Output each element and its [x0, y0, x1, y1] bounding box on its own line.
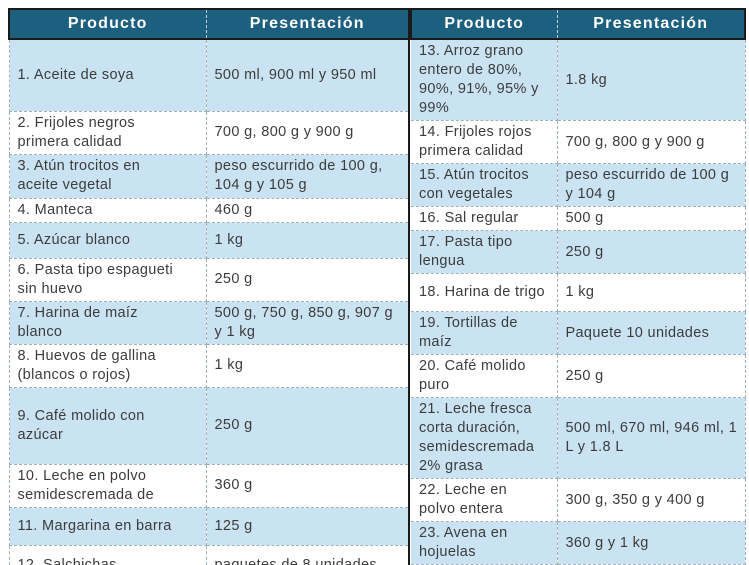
table-row: 6. Pasta tipo espagueti sin huevo 250 g: [8, 257, 410, 302]
producto-cell: 8. Huevos de gallina (blancos o rojos): [8, 343, 207, 388]
producto-cell: 10. Leche en polvo semidescremada de: [8, 463, 207, 508]
producto-cell: 11. Margarina en barra: [8, 506, 207, 546]
presentacion-cell: 360 g y 1 kg: [556, 521, 746, 565]
presentacion-cell: 250 g: [205, 257, 410, 302]
producto-cell: 23. Avena en hojuelas: [411, 521, 558, 565]
presentacion-cell: 250 g: [205, 386, 410, 465]
header-producto-right: Producto: [410, 8, 558, 40]
header-presentacion-left: Presentación: [205, 8, 410, 40]
tables-container: Producto Presentación 1. Aceite de soya …: [8, 8, 746, 565]
producto-cell: 17. Pasta tipo lengua: [411, 230, 558, 274]
presentacion-cell: peso escurrido de 100 g y 104 g: [556, 163, 746, 207]
table-row: 22. Leche en polvo entera 300 g, 350 g y…: [411, 478, 746, 522]
presentacion-cell: 700 g, 800 g y 900 g: [205, 110, 410, 155]
table-row: 9. Café molido con azúcar 250 g: [8, 386, 410, 465]
presentacion-cell: Paquete 10 unidades: [556, 311, 746, 355]
header-row: Producto Presentación: [410, 8, 746, 40]
presentacion-cell: 500 g: [556, 206, 746, 231]
table-row: 20. Café molido puro 250 g: [411, 354, 746, 398]
producto-cell: 5. Azúcar blanco: [8, 221, 207, 259]
table-row: 16. Sal regular 500 g: [411, 206, 746, 231]
presentacion-cell: 300 g, 350 g y 400 g: [556, 478, 746, 522]
presentacion-cell: 700 g, 800 g y 900 g: [556, 120, 746, 164]
producto-cell: 16. Sal regular: [411, 206, 558, 231]
presentacion-cell: 125 g: [205, 506, 410, 546]
table-row: 21. Leche fresca corta duración, semides…: [411, 397, 746, 479]
product-table-right: Producto Presentación 13. Arroz grano en…: [410, 8, 746, 565]
presentacion-cell: 500 ml, 900 ml y 950 ml: [205, 38, 410, 112]
presentacion-cell: peso escurrido de 100 g, 104 g y 105 g: [205, 153, 410, 199]
producto-cell: 14. Frijoles rojos primera calidad: [411, 120, 558, 164]
table-row: 15. Atún trocitos con vegetales peso esc…: [411, 163, 746, 207]
presentacion-cell: 500 g, 750 g, 850 g, 907 g y 1 kg: [205, 300, 410, 345]
table-row: 5. Azúcar blanco 1 kg: [8, 221, 410, 259]
table-row: 3. Atún trocitos en aceite vegetal peso …: [8, 153, 410, 199]
presentacion-cell: 360 g: [205, 463, 410, 508]
table-row: 8. Huevos de gallina (blancos o rojos) 1…: [8, 343, 410, 388]
producto-cell: 13. Arroz grano entero de 80%, 90%, 91%,…: [411, 38, 558, 121]
table-row: 13. Arroz grano entero de 80%, 90%, 91%,…: [411, 38, 746, 121]
producto-cell: 12. Salchichas: [8, 544, 207, 565]
presentacion-cell: 250 g: [556, 230, 746, 274]
presentacion-cell: 1.8 kg: [556, 38, 746, 121]
presentacion-cell: paquetes de 8 unidades: [205, 544, 410, 565]
producto-cell: 21. Leche fresca corta duración, semides…: [411, 397, 558, 479]
presentacion-cell: 1 kg: [205, 221, 410, 259]
header-row: Producto Presentación: [8, 8, 410, 40]
producto-cell: 6. Pasta tipo espagueti sin huevo: [8, 257, 207, 302]
table-row: 2. Frijoles negros primera calidad 700 g…: [8, 110, 410, 155]
presentacion-cell: 250 g: [556, 354, 746, 398]
table-row: 18. Harina de trigo 1 kg: [411, 273, 746, 312]
table-row: 19. Tortillas de maíz Paquete 10 unidade…: [411, 311, 746, 355]
table-row: 10. Leche en polvo semidescremada de 360…: [8, 463, 410, 508]
producto-cell: 4. Manteca: [8, 197, 207, 223]
table-row: 11. Margarina en barra 125 g: [8, 506, 410, 546]
header-producto-left: Producto: [8, 8, 207, 40]
presentacion-cell: 460 g: [205, 197, 410, 223]
table-row: 1. Aceite de soya 500 ml, 900 ml y 950 m…: [8, 38, 410, 112]
product-table-left: Producto Presentación 1. Aceite de soya …: [8, 8, 410, 565]
presentacion-cell: 1 kg: [556, 273, 746, 312]
producto-cell: 20. Café molido puro: [411, 354, 558, 398]
table-row: 14. Frijoles rojos primera calidad 700 g…: [411, 120, 746, 164]
producto-cell: 22. Leche en polvo entera: [411, 478, 558, 522]
producto-cell: 2. Frijoles negros primera calidad: [8, 110, 207, 155]
table-row: 7. Harina de maíz blanco 500 g, 750 g, 8…: [8, 300, 410, 345]
producto-cell: 15. Atún trocitos con vegetales: [411, 163, 558, 207]
presentacion-cell: 1 kg: [205, 343, 410, 388]
producto-cell: 7. Harina de maíz blanco: [8, 300, 207, 345]
producto-cell: 1. Aceite de soya: [8, 38, 207, 112]
table-row: 23. Avena en hojuelas 360 g y 1 kg: [411, 521, 746, 565]
header-presentacion-right: Presentación: [556, 8, 746, 40]
table-row: 17. Pasta tipo lengua 250 g: [411, 230, 746, 274]
producto-cell: 18. Harina de trigo: [411, 273, 558, 312]
table-row: 12. Salchichas paquetes de 8 unidades: [8, 544, 410, 565]
table-row: 4. Manteca 460 g: [8, 197, 410, 223]
presentacion-cell: 500 ml, 670 ml, 946 ml, 1 L y 1.8 L: [556, 397, 746, 479]
producto-cell: 3. Atún trocitos en aceite vegetal: [8, 153, 207, 199]
producto-cell: 9. Café molido con azúcar: [8, 386, 207, 465]
producto-cell: 19. Tortillas de maíz: [411, 311, 558, 355]
